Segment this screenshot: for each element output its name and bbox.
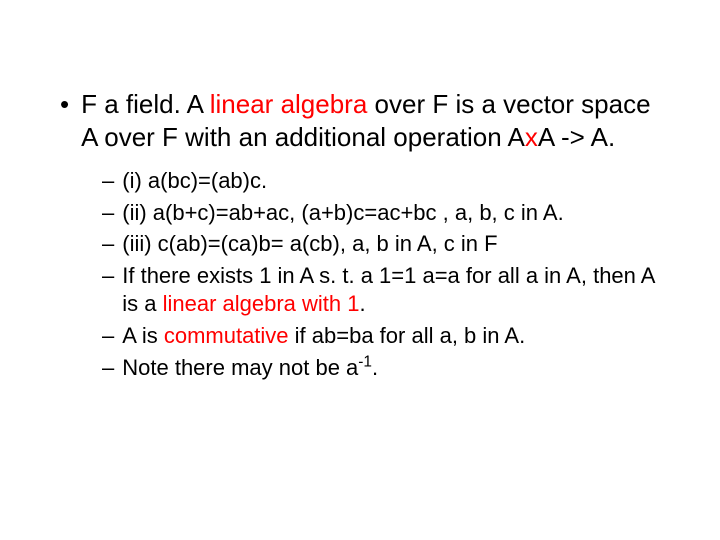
sub-item: –(ii) a(b+c)=ab+ac, (a+b)c=ac+bc , a, b,…	[100, 199, 662, 228]
text-fragment: .	[372, 355, 378, 380]
text-fragment: A -> A.	[538, 122, 615, 152]
sub-list: –(i) a(bc)=(ab)c.–(ii) a(b+c)=ab+ac, (a+…	[100, 167, 662, 382]
dash-icon: –	[102, 354, 114, 383]
main-bullet: • F a field. A linear algebra over F is …	[58, 88, 662, 153]
sub-item: –Note there may not be a-1.	[100, 354, 662, 383]
dash-icon: –	[102, 262, 114, 291]
sub-item-text: If there exists 1 in A s. t. a 1=1 a=a f…	[122, 262, 662, 319]
bullet-dot-icon: •	[60, 88, 69, 121]
dash-icon: –	[102, 167, 114, 196]
text-fragment: F a field. A	[81, 89, 210, 119]
sub-item: –(i) a(bc)=(ab)c.	[100, 167, 662, 196]
sub-item: –If there exists 1 in A s. t. a 1=1 a=a …	[100, 262, 662, 319]
sub-item-text: A is commutative if ab=ba for all a, b i…	[122, 322, 525, 351]
text-fragment: (ii) a(b+c)=ab+ac, (a+b)c=ac+bc , a, b, …	[122, 200, 563, 225]
sub-item-text: (ii) a(b+c)=ab+ac, (a+b)c=ac+bc , a, b, …	[122, 199, 563, 228]
text-fragment: linear algebra	[210, 89, 368, 119]
text-fragment: commutative	[164, 323, 289, 348]
sub-item-text: Note there may not be a-1.	[122, 354, 378, 383]
sub-item-text: (iii) c(ab)=(ca)b= a(cb), a, b in A, c i…	[122, 230, 497, 259]
slide-body: • F a field. A linear algebra over F is …	[0, 0, 720, 540]
dash-icon: –	[102, 199, 114, 228]
text-fragment: Note there may not be a	[122, 355, 358, 380]
text-fragment: A is	[122, 323, 164, 348]
text-fragment: x	[525, 122, 538, 152]
text-fragment: -1	[358, 353, 372, 370]
main-bullet-text: F a field. A linear algebra over F is a …	[81, 88, 662, 153]
text-fragment: linear algebra with 1	[163, 291, 360, 316]
text-fragment: if ab=ba for all a, b in A.	[289, 323, 526, 348]
sub-item: –A is commutative if ab=ba for all a, b …	[100, 322, 662, 351]
sub-item: –(iii) c(ab)=(ca)b= a(cb), a, b in A, c …	[100, 230, 662, 259]
text-fragment: (i) a(bc)=(ab)c.	[122, 168, 267, 193]
text-fragment: .	[360, 291, 366, 316]
sub-item-text: (i) a(bc)=(ab)c.	[122, 167, 267, 196]
text-fragment: (iii) c(ab)=(ca)b= a(cb), a, b in A, c i…	[122, 231, 497, 256]
dash-icon: –	[102, 322, 114, 351]
dash-icon: –	[102, 230, 114, 259]
